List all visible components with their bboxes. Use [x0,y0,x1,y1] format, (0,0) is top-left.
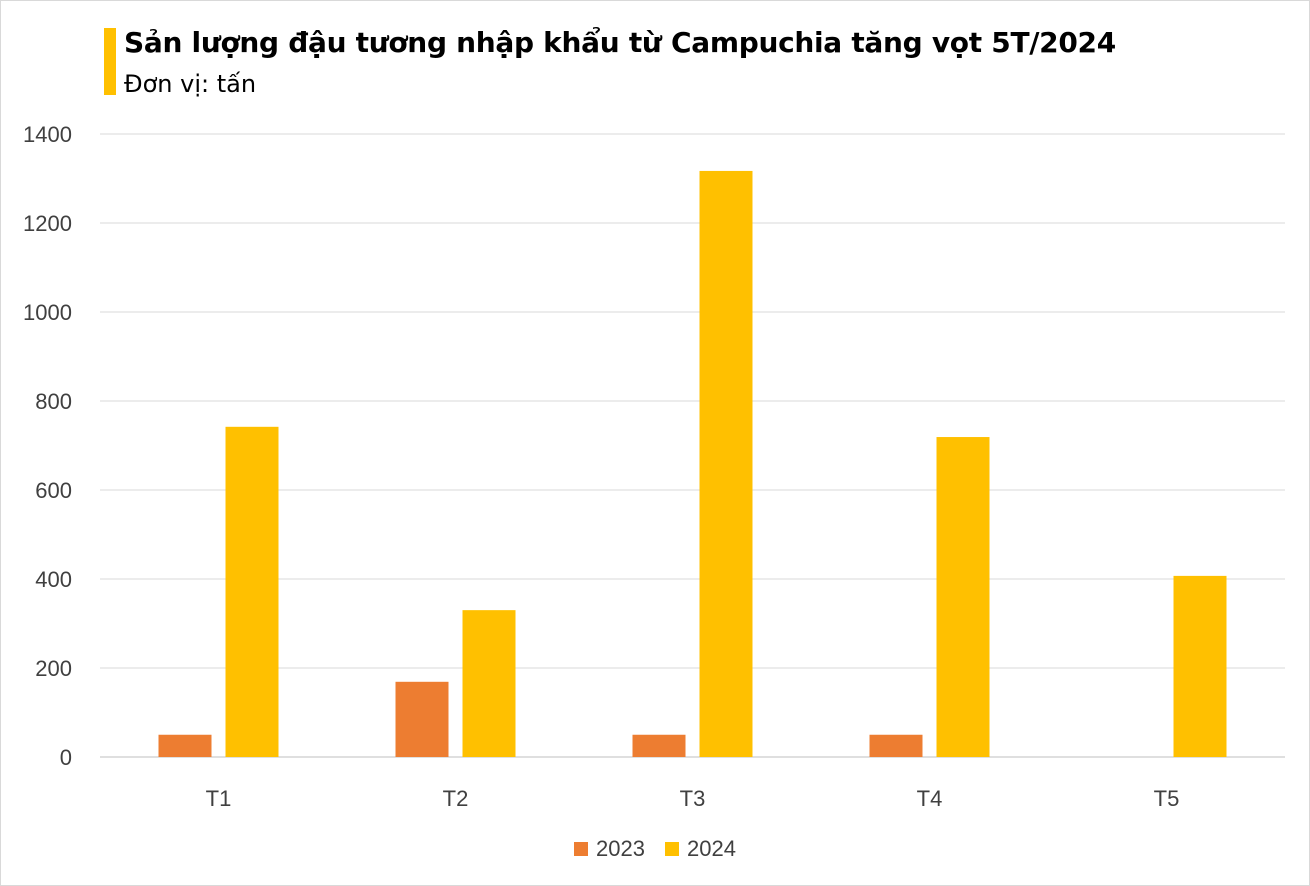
legend-label-2023: 2023 [596,836,645,861]
bar-2024-T5 [1173,575,1227,757]
y-tick-label: 1400 [23,122,72,147]
bar-2023-T2 [395,681,449,757]
chart-subtitle: Đơn vị: tấn [124,70,257,98]
title-accent-bar [104,28,116,95]
legend-swatch-2024 [665,842,679,856]
bar-2024-T1 [225,426,279,757]
legend-item-2023: 2023 [574,836,645,862]
bar-2024-T2 [462,610,516,757]
bar-2023-T1 [158,734,212,757]
bar-2023-T3 [632,734,686,757]
x-tick-label: T2 [443,786,469,811]
y-tick-label: 200 [35,656,72,681]
y-tick-label: 400 [35,567,72,592]
legend-label-2024: 2024 [687,836,736,861]
x-tick-label: T1 [206,786,232,811]
x-tick-label: T3 [680,786,706,811]
y-tick-label: 0 [60,745,72,770]
legend-item-2024: 2024 [665,836,736,862]
y-tick-label: 800 [35,389,72,414]
bar-2024-T4 [936,437,990,757]
chart-title: Sản lượng đậu tương nhập khẩu từ Campuch… [124,26,1116,59]
y-tick-label: 600 [35,478,72,503]
bar-2023-T4 [869,734,923,757]
y-tick-label: 1200 [23,211,72,236]
x-tick-label: T5 [1154,786,1180,811]
y-tick-label: 1000 [23,300,72,325]
legend: 2023 2024 [0,836,1310,862]
x-tick-label: T4 [917,786,943,811]
bar-2024-T3 [699,170,753,757]
legend-swatch-2023 [574,842,589,856]
